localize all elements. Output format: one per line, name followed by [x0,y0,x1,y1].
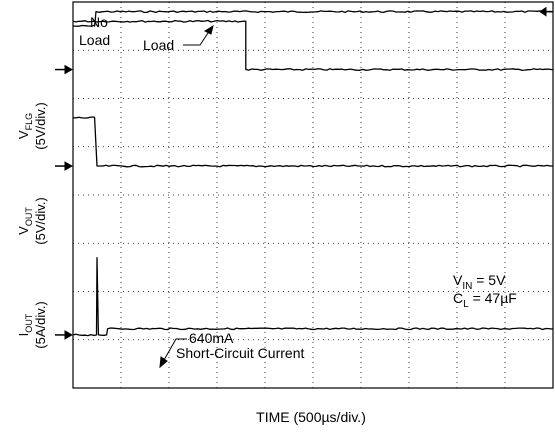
ground-marker-3-arrow [64,330,74,340]
vin-sub: IN [462,281,472,292]
traces [72,10,554,337]
grid [73,2,553,388]
cl-sub: L [463,299,469,310]
channel-markers [55,6,552,340]
ylabel-vflg-scale: (5V/div.) [33,102,48,149]
load-leader-line [183,29,211,46]
ylabel-iout: IOUT [16,313,34,336]
cl-main: C [453,290,463,306]
ylabel-iout-sub: OUT [24,313,34,333]
load-reference-marker-arrow [539,6,547,17]
vin-condition: VIN = 5V [453,272,506,292]
vin-value: = 5V [472,272,506,288]
short-circuit-leader-arrow [159,356,168,369]
ylabel-vflg: VFLG [16,113,34,139]
ylabel-vout-sub: OUT [24,207,34,227]
no-load-label-line1: No [90,14,108,30]
ylabel-vflg-main: V [16,130,31,139]
cl-condition: CL = 47µF [453,290,517,310]
ylabel-vout-main: V [16,226,31,235]
short-circuit-value: 640mA [189,330,234,346]
xlabel: TIME (500µs/div.) [256,409,366,425]
short-circuit-label: Short-Circuit Current [176,345,304,361]
load-label: Load [143,37,174,53]
short-circuit-leader-line [163,338,187,361]
ylabel-vout-scale: (5V/div.) [33,197,48,244]
ground-marker-1-arrow [64,64,74,75]
trace-v-out [72,116,553,168]
vin-main: V [453,272,463,288]
no-load-label-line2: Load [79,32,110,48]
trace-v-flg [72,19,554,71]
cl-value: = 47µF [469,290,517,306]
plot-frame [72,1,554,389]
ylabel-iout-main: I [16,333,31,337]
trace-load [73,10,554,27]
load-leader-arrow [203,24,214,35]
trace-i-out [72,257,554,337]
ylabel-vout: VOUT [16,207,34,235]
ylabel-vflg-sub: FLG [24,113,34,131]
ground-marker-2-arrow [64,161,74,171]
ylabel-iout-scale: (5A/div.) [33,301,48,348]
